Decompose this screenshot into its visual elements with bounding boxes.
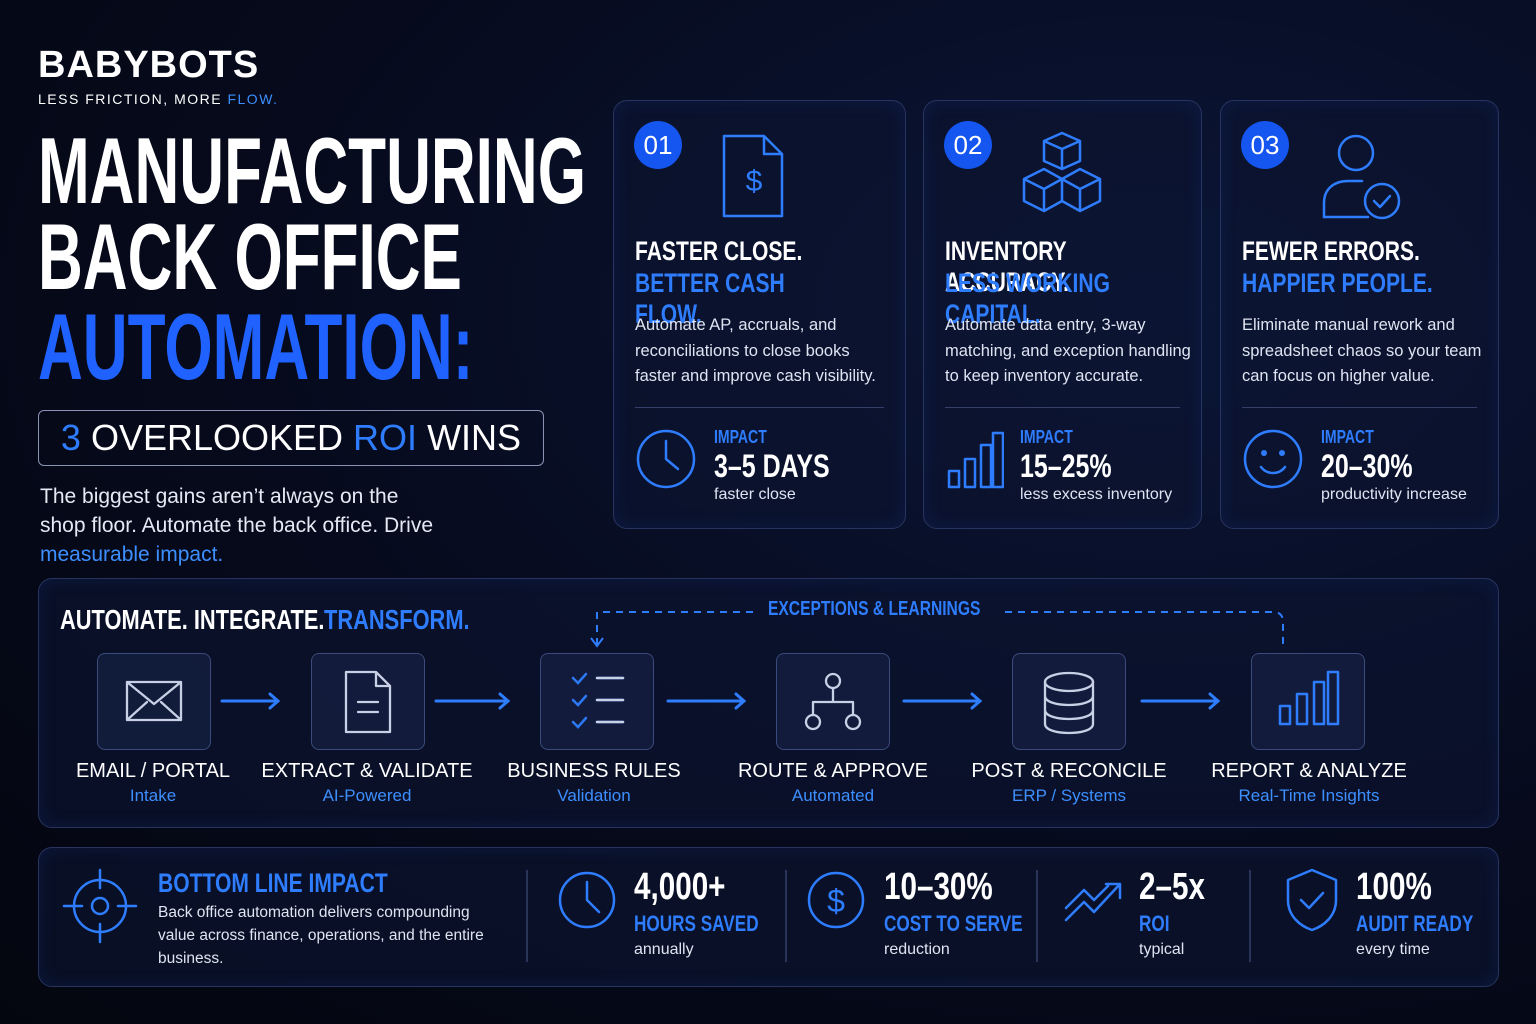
loop-label-wrap: EXCEPTIONS & LEARNINGS	[768, 598, 1040, 621]
process-title-accent-wrap: TRANSFORM.	[324, 604, 511, 636]
brand-name: BABYBOTS	[38, 44, 260, 86]
bars-icon	[947, 431, 1004, 489]
step-box	[1251, 653, 1365, 750]
card-icon	[1322, 134, 1401, 220]
step-label: EXTRACT & VALIDATE	[261, 760, 473, 782]
step-label: POST & RECONCILE	[971, 760, 1167, 782]
impact-note: productivity increase	[1321, 486, 1467, 503]
svg-text:$: $	[746, 165, 763, 198]
stat-value: 4,000+	[634, 866, 726, 908]
step-box	[1012, 653, 1126, 750]
stat-value: 2–5x	[1139, 866, 1205, 908]
card-number: 03	[1241, 121, 1289, 169]
bottom-panel	[38, 847, 1499, 987]
intro-text: The biggest gains aren’t always on the s…	[40, 485, 434, 537]
step-sub: Intake	[129, 786, 177, 805]
card-title: FEWER ERRORS.	[1242, 236, 1420, 266]
card: 02 INVENTORY ACCURACY. LESS WORKING CAPI…	[923, 100, 1202, 529]
card-title: FASTER CLOSE.	[635, 236, 803, 266]
card-title-accent: HAPPIER PEOPLE.	[1242, 268, 1433, 298]
impact-value: 20–30%	[1321, 448, 1413, 484]
card-title-accent: LESS WORKING CAPITAL.	[945, 268, 1110, 329]
target-icon	[62, 868, 138, 944]
badge-accent: ROI	[353, 417, 418, 458]
impact-label: IMPACT	[1321, 427, 1374, 447]
tagline-text: LESS FRICTION, MORE	[38, 91, 223, 107]
intro-accent: measurable impact.	[40, 543, 224, 566]
card-body: Automate data entry, 3-way matching, and…	[945, 316, 1191, 385]
badge-number: 3	[60, 417, 81, 458]
step-label: BUSINESS RULES	[507, 760, 681, 782]
trend-icon	[1064, 882, 1122, 922]
step-sub: Validation	[557, 786, 631, 805]
step-sub: Automated	[791, 786, 875, 805]
step-label: REPORT & ANALYZE	[1211, 760, 1407, 782]
dollar-icon: $	[807, 871, 865, 929]
headline-line: BACK OFFICE	[38, 204, 462, 309]
stat-note: typical	[1139, 941, 1185, 958]
step-box	[311, 653, 425, 750]
stat-label: COST TO SERVE	[884, 911, 1023, 936]
divider	[1242, 407, 1477, 408]
impact-label: IMPACT	[714, 427, 767, 447]
step-box	[97, 653, 211, 750]
loop-label: EXCEPTIONS & LEARNINGS	[768, 598, 981, 620]
badge-end: WINS	[427, 417, 522, 458]
card-number: 02	[944, 121, 992, 169]
card-icon: $	[722, 134, 784, 218]
step-sub: AI-Powered	[322, 786, 412, 805]
step-label: EMAIL / PORTAL	[75, 760, 231, 782]
stat-label: AUDIT READY	[1356, 911, 1474, 936]
stat-value: 10–30%	[884, 866, 993, 908]
step-sub: ERP / Systems	[1012, 786, 1126, 805]
divider	[635, 407, 884, 408]
card-icon	[1022, 131, 1102, 213]
stat-note: annually	[634, 941, 694, 958]
shield-icon	[1286, 868, 1338, 932]
smile-icon	[1243, 429, 1303, 489]
intro: The biggest gains aren’t always on the s…	[40, 482, 440, 569]
process-title: AUTOMATE. INTEGRATE.	[60, 604, 399, 636]
divider	[945, 407, 1180, 408]
stat-note: reduction	[884, 941, 950, 958]
bottom-body: Back office automation delivers compound…	[158, 904, 484, 967]
stat-note: every time	[1356, 941, 1430, 958]
step-label: ROUTE & APPROVE	[737, 760, 929, 782]
bottom-title: BOTTOM LINE IMPACT	[158, 868, 388, 898]
stat-label: ROI	[1139, 911, 1170, 936]
headline: MANUFACTURING BACK OFFICE AUTOMATION:	[38, 118, 868, 399]
card: 03 FEWER ERRORS. HAPPIER PEOPLE. Elimina…	[1220, 100, 1499, 529]
clock-icon	[636, 429, 696, 489]
impact-label: IMPACT	[1020, 427, 1073, 447]
process-title-text: AUTOMATE. INTEGRATE.	[60, 604, 325, 635]
tagline-accent: FLOW.	[227, 91, 279, 107]
card-title: INVENTORY ACCURACY.	[945, 236, 1070, 297]
badge: 3 OVERLOOKED ROI WINS	[38, 410, 544, 466]
impact-note: faster close	[714, 486, 796, 503]
step-box	[540, 653, 654, 750]
impact-value: 3–5 DAYS	[714, 448, 830, 484]
impact-note: less excess inventory	[1020, 486, 1173, 503]
headline-accent: AUTOMATION:	[38, 294, 474, 399]
card-body: Eliminate manual rework and spreadsheet …	[1242, 316, 1482, 385]
stat-label: HOURS SAVED	[634, 911, 759, 936]
svg-text:$: $	[827, 883, 845, 919]
stat-value: 100%	[1356, 866, 1432, 908]
card-number: 01	[634, 121, 682, 169]
headline-line: MANUFACTURING	[38, 118, 586, 223]
impact-value: 15–25%	[1020, 448, 1112, 484]
step-sub: Real-Time Insights	[1238, 786, 1380, 805]
clock-icon	[558, 871, 616, 929]
card: 01 $ FASTER CLOSE. BETTER CASH FLOW. Aut…	[613, 100, 906, 529]
card-body: Automate AP, accruals, and reconciliatio…	[635, 316, 876, 385]
card-title-accent: BETTER CASH FLOW.	[635, 268, 785, 329]
badge-text: OVERLOOKED	[90, 417, 344, 458]
tagline: LESS FRICTION, MORE FLOW.	[38, 91, 279, 107]
step-box	[776, 653, 890, 750]
process-title-accent: TRANSFORM.	[324, 604, 470, 635]
